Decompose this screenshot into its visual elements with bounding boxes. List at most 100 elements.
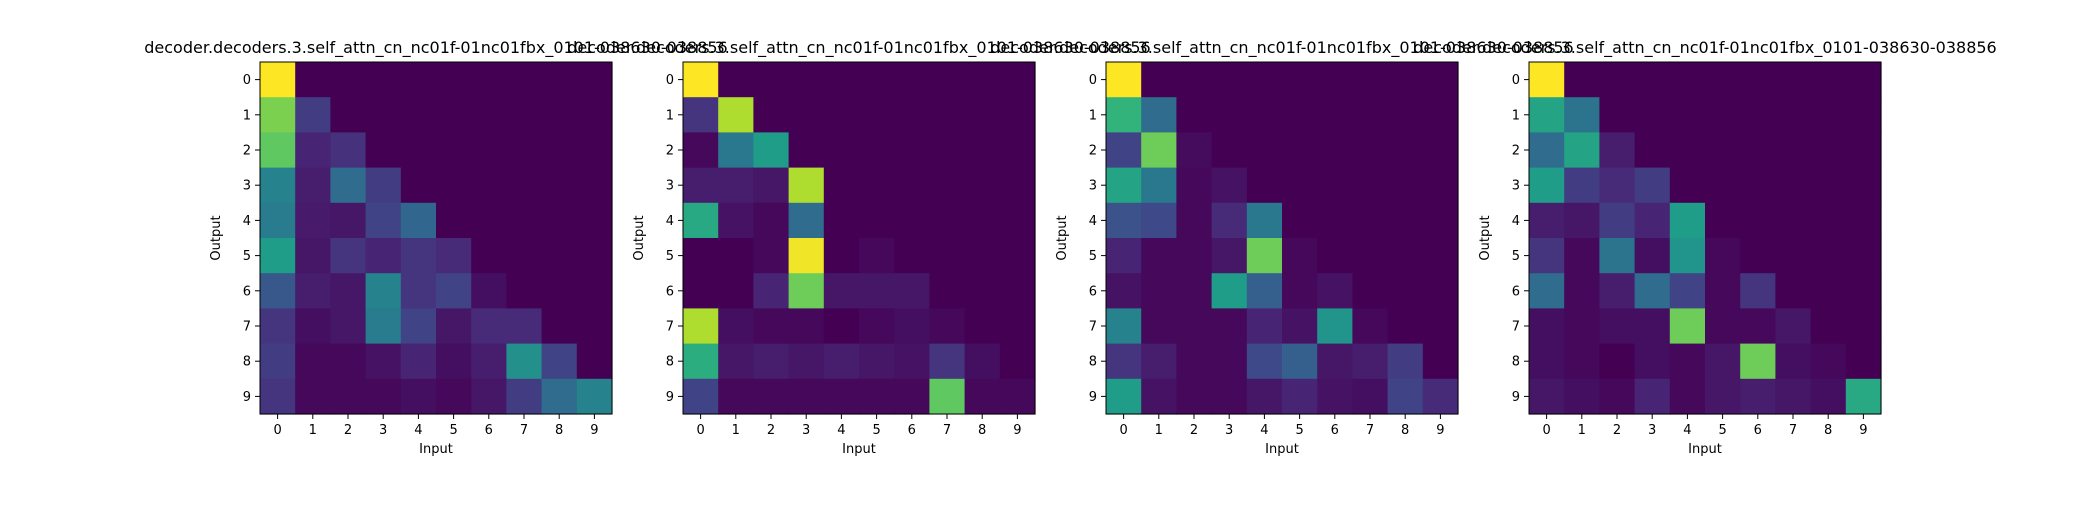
heatmap-cell [1634, 378, 1671, 415]
heatmap-cell [683, 238, 719, 274]
x-axis-label: Input [419, 442, 453, 457]
heatmap-cell [1845, 238, 1882, 274]
heatmap-cell [929, 202, 966, 239]
heatmap-cell [1634, 167, 1671, 204]
heatmap-cell [576, 273, 613, 309]
heatmap-cell [506, 97, 543, 133]
heatmap-cell [753, 343, 790, 380]
heatmap-cell [753, 273, 790, 309]
y-tick-label: 9 [1512, 390, 1520, 405]
heatmap-cell [894, 238, 930, 274]
x-tick-label: 4 [1683, 423, 1691, 438]
heatmap-cell [1422, 202, 1459, 239]
heatmap-cell [1810, 62, 1847, 98]
heatmap-cell [1705, 343, 1741, 380]
heatmap-cell [436, 97, 472, 133]
heatmap-cell [894, 308, 930, 345]
heatmap-cell [1176, 308, 1213, 345]
heatmap-cell [295, 167, 331, 204]
heatmap-cell [295, 343, 331, 380]
heatmap-cell [1564, 167, 1600, 204]
heatmap-cell [859, 167, 895, 204]
heatmap-cell [541, 238, 578, 274]
heatmap-cell [576, 202, 613, 239]
x-tick-label: 8 [1401, 423, 1409, 438]
heatmap-cell [1422, 238, 1459, 274]
heatmap-cell [1246, 308, 1283, 345]
heatmap-cell [999, 238, 1036, 274]
heatmap-cell [365, 343, 402, 380]
heatmap-cell [1317, 62, 1353, 98]
y-tick-label: 0 [666, 73, 674, 88]
axes-frame [1528, 61, 1882, 415]
heatmap-cell [1669, 378, 1706, 415]
heatmap-cell [471, 308, 507, 345]
heatmap-cell [1599, 378, 1636, 415]
heatmap-cell [1564, 343, 1600, 380]
heatmap-cell [541, 97, 578, 133]
heatmap-cell [1845, 62, 1882, 98]
heatmap-cell [1705, 97, 1741, 133]
heatmap-cell [330, 97, 367, 133]
heatmap-cell [1106, 167, 1142, 204]
heatmap-cell [541, 343, 578, 380]
heatmap-cell [1106, 238, 1142, 274]
heatmap-cell [894, 62, 930, 98]
heatmap-cell [330, 238, 367, 274]
y-tick-label: 0 [1089, 73, 1097, 88]
heatmap-cell [365, 167, 402, 204]
heatmap-cell [295, 378, 331, 415]
heatmap-cell [541, 308, 578, 345]
heatmap-cell [753, 132, 790, 169]
heatmap-cell [541, 167, 578, 204]
heatmap-cell [683, 132, 719, 169]
heatmap-cell [436, 378, 472, 415]
heatmap-cell [1211, 132, 1248, 169]
heatmap-cell [576, 167, 613, 204]
x-tick-label: 4 [414, 423, 422, 438]
heatmap-cell [1529, 202, 1565, 239]
x-axis-label: Input [1688, 442, 1722, 457]
heatmap-cell [823, 343, 860, 380]
heatmap-cell [1529, 238, 1565, 274]
x-tick-label: 4 [1260, 423, 1268, 438]
heatmap-cell [1141, 343, 1177, 380]
heatmap-cell [1740, 238, 1776, 274]
heatmap-cell [1775, 238, 1812, 274]
y-tick-label: 2 [1512, 144, 1520, 159]
x-tick-label: 1 [1578, 423, 1586, 438]
heatmap-cell [929, 132, 966, 169]
heatmap-cell [1810, 238, 1847, 274]
x-tick-label: 0 [273, 423, 281, 438]
x-tick-label: 6 [1331, 423, 1339, 438]
heatmap-cell [1211, 167, 1248, 204]
heatmap-cell [1211, 343, 1248, 380]
y-tick-label: 9 [243, 390, 251, 405]
y-tick-label: 0 [1512, 73, 1520, 88]
heatmap-cell [964, 378, 1001, 415]
axes-frame [682, 61, 1036, 415]
heatmap-cell [894, 97, 930, 133]
heatmap-cell [506, 343, 543, 380]
heatmap-cell [1740, 167, 1776, 204]
heatmap-cell [506, 202, 543, 239]
heatmap-cell [1282, 343, 1318, 380]
heatmap-cell [718, 202, 754, 239]
chart-title: decoder.decoders.3.self_attn_cn_nc01f-01… [567, 38, 1150, 58]
heatmap-cell [330, 167, 367, 204]
y-tick-label: 8 [1512, 355, 1520, 370]
heatmap-cell [260, 167, 296, 204]
heatmap-cell [1282, 308, 1318, 345]
heatmap-cell [260, 343, 296, 380]
x-tick-label: 1 [1155, 423, 1163, 438]
x-tick-label: 9 [1859, 423, 1867, 438]
heatmap-cell [1634, 62, 1671, 98]
heatmap-cell [964, 238, 1001, 274]
heatmap-cell [823, 202, 860, 239]
heatmap-cell [1845, 97, 1882, 133]
heatmap-cell [1564, 202, 1600, 239]
heatmap-cell [1176, 343, 1213, 380]
heatmap-cell [1211, 308, 1248, 345]
heatmap-cell [365, 62, 402, 98]
heatmap-cell [1845, 343, 1882, 380]
